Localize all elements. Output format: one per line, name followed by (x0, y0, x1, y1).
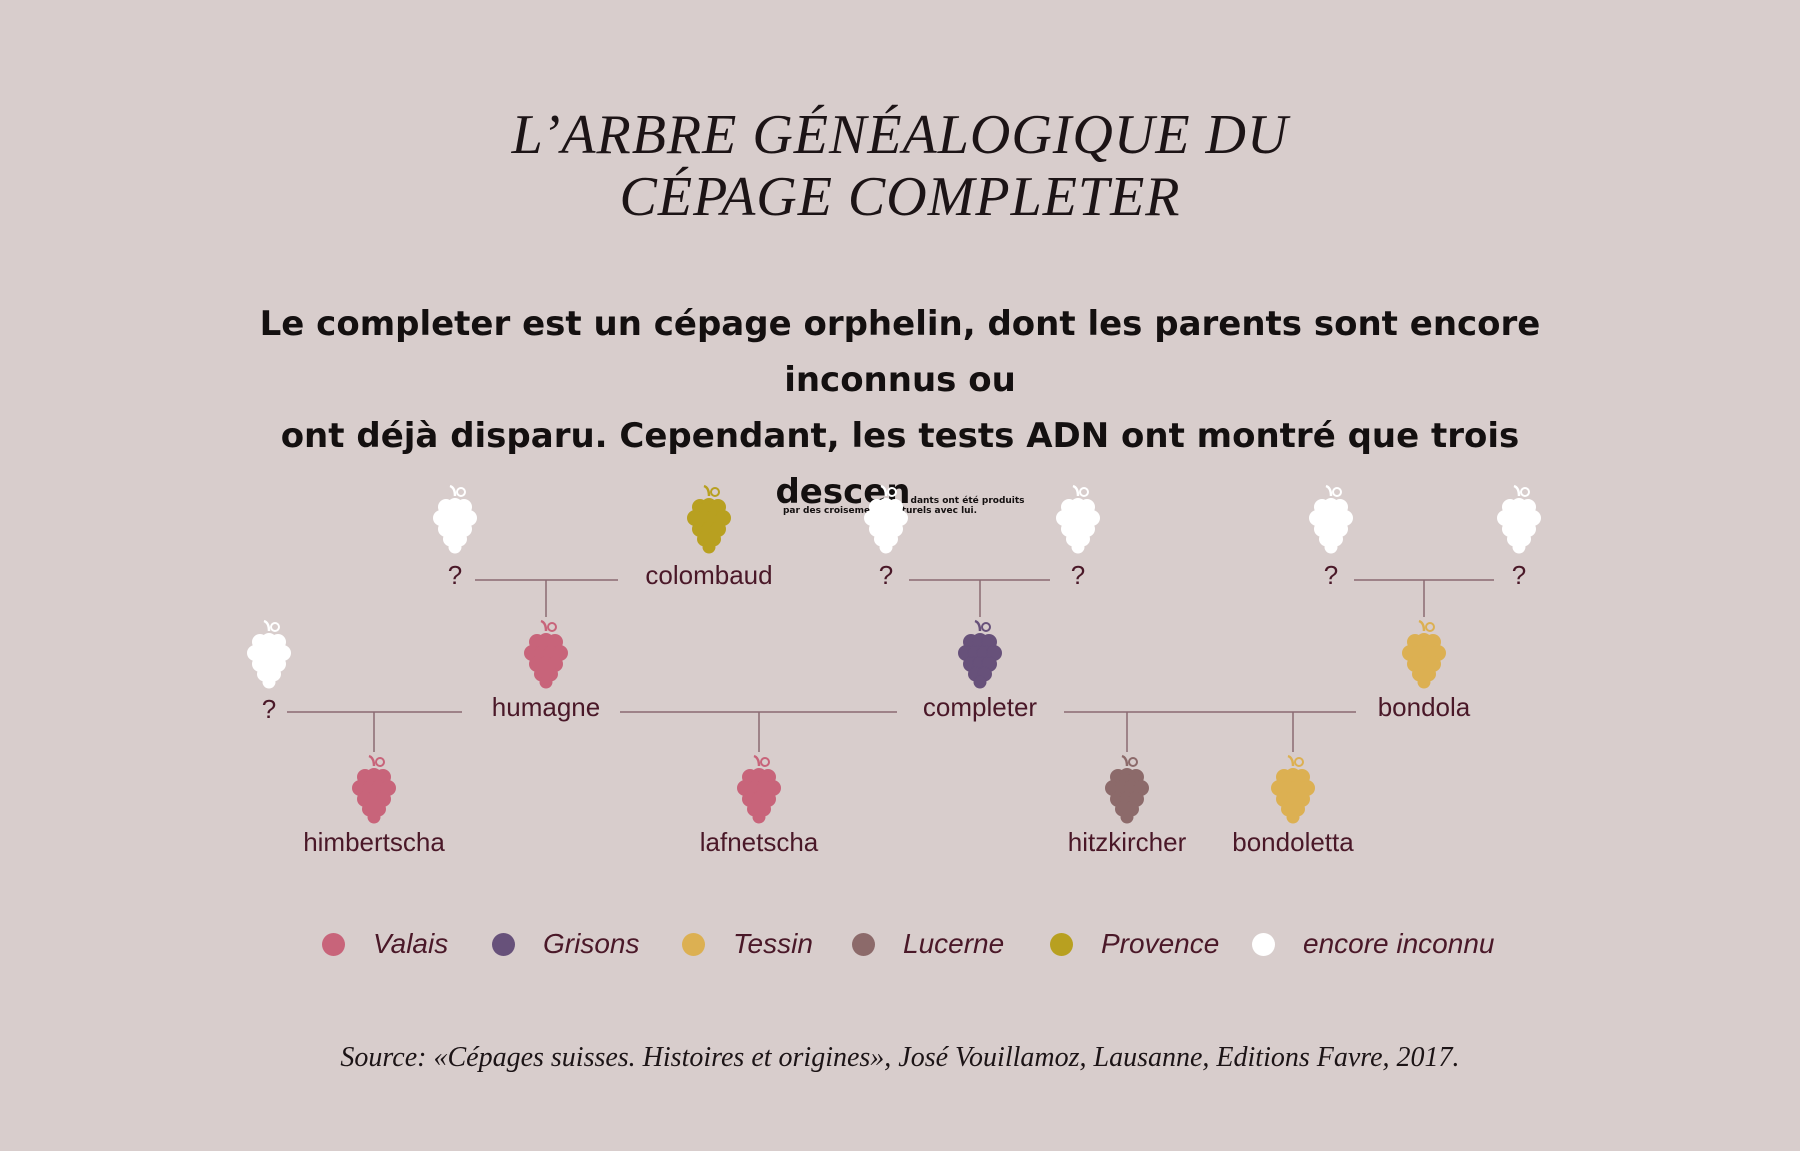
legend-item: Grisons (492, 928, 639, 960)
title-line-2: CÉPAGE COMPLETER (619, 166, 1181, 228)
node-unk6: ? (246, 619, 292, 724)
grape-icon (351, 754, 397, 825)
node-bondola: bondola (1378, 619, 1471, 722)
diagram-title: L’ARBRE GÉNÉALOGIQUE DU CÉPAGE COMPLETER (0, 104, 1800, 228)
title-line-1: L’ARBRE GÉNÉALOGIQUE DU (511, 104, 1289, 166)
node-unk2: ? (863, 484, 909, 590)
legend-swatch (682, 932, 705, 956)
node-label: lafnetscha (700, 827, 819, 857)
grape-icon (523, 619, 569, 690)
node-label: ? (448, 560, 462, 590)
node-himbertscha: himbertscha (303, 754, 445, 857)
grape-icon (1104, 754, 1150, 825)
legend-label: Tessin (733, 928, 813, 959)
node-label: ? (1512, 560, 1526, 590)
grape-nodes: ? colombaud????? humagne completer bondola hi… (246, 484, 1542, 857)
node-colombaud: colombaud (645, 484, 773, 590)
legend-label: Grisons (543, 928, 640, 959)
legend-swatch (852, 932, 875, 956)
legend-item: encore inconnu (1252, 928, 1494, 960)
grape-icon (1308, 484, 1354, 555)
connector-lines (287, 579, 1494, 752)
legend-swatch (322, 932, 345, 956)
node-unk4: ? (1308, 484, 1354, 590)
legend: Valais Grisons Tessin Lucerne Provence encore… (0, 928, 1800, 968)
node-label: humagne (492, 692, 600, 722)
source-note: Source: «Cépages suisses. Histoires et o… (340, 1042, 1460, 1073)
legend-swatch (1050, 932, 1073, 956)
legend-item: Tessin (682, 928, 813, 960)
grape-icon (1270, 754, 1316, 825)
legend-swatch (1252, 932, 1275, 956)
legend-swatch (492, 932, 515, 956)
node-label: ? (262, 694, 276, 724)
node-lafnetscha: lafnetscha (700, 754, 819, 857)
node-unk1: ? (432, 484, 478, 590)
grape-icon (736, 754, 782, 825)
node-completer: completer (923, 619, 1037, 722)
legend-item: Provence (1050, 928, 1219, 960)
legend-label: Valais (373, 928, 449, 959)
intro-line-1: Le completer est un cépage orphelin, don… (259, 304, 1541, 400)
node-label: hitzkircher (1068, 827, 1187, 857)
node-humagne: humagne (492, 619, 600, 722)
grape-icon (957, 619, 1003, 690)
intro-paragraph: Le completer est un cépage orphelin, don… (250, 296, 1550, 516)
legend-label: encore inconnu (1303, 928, 1495, 959)
node-label: ? (1324, 560, 1338, 590)
node-unk3: ? (1055, 484, 1101, 590)
legend-label: Lucerne (903, 928, 1005, 959)
node-hitzkircher: hitzkircher (1068, 754, 1187, 857)
node-label: himbertscha (303, 827, 445, 857)
grape-icon (686, 484, 732, 555)
legend-item: Valais (322, 928, 448, 960)
node-label: colombaud (645, 560, 772, 590)
node-label: bondoletta (1232, 827, 1354, 857)
grape-icon (1401, 619, 1447, 690)
grape-icon (246, 619, 292, 690)
node-unk5: ? (1496, 484, 1542, 590)
node-label: bondola (1378, 692, 1471, 722)
node-bondoletta: bondoletta (1232, 754, 1354, 857)
legend-item: Lucerne (852, 928, 1004, 960)
grape-icon (863, 484, 909, 555)
node-label: ? (879, 560, 893, 590)
intro-line-2-small: dants ont été produits (910, 496, 1025, 506)
grape-icon (1496, 484, 1542, 555)
node-label: ? (1071, 560, 1085, 590)
legend-label: Provence (1101, 928, 1220, 959)
node-label: completer (923, 692, 1037, 722)
grape-icon (432, 484, 478, 555)
grape-icon (1055, 484, 1101, 555)
